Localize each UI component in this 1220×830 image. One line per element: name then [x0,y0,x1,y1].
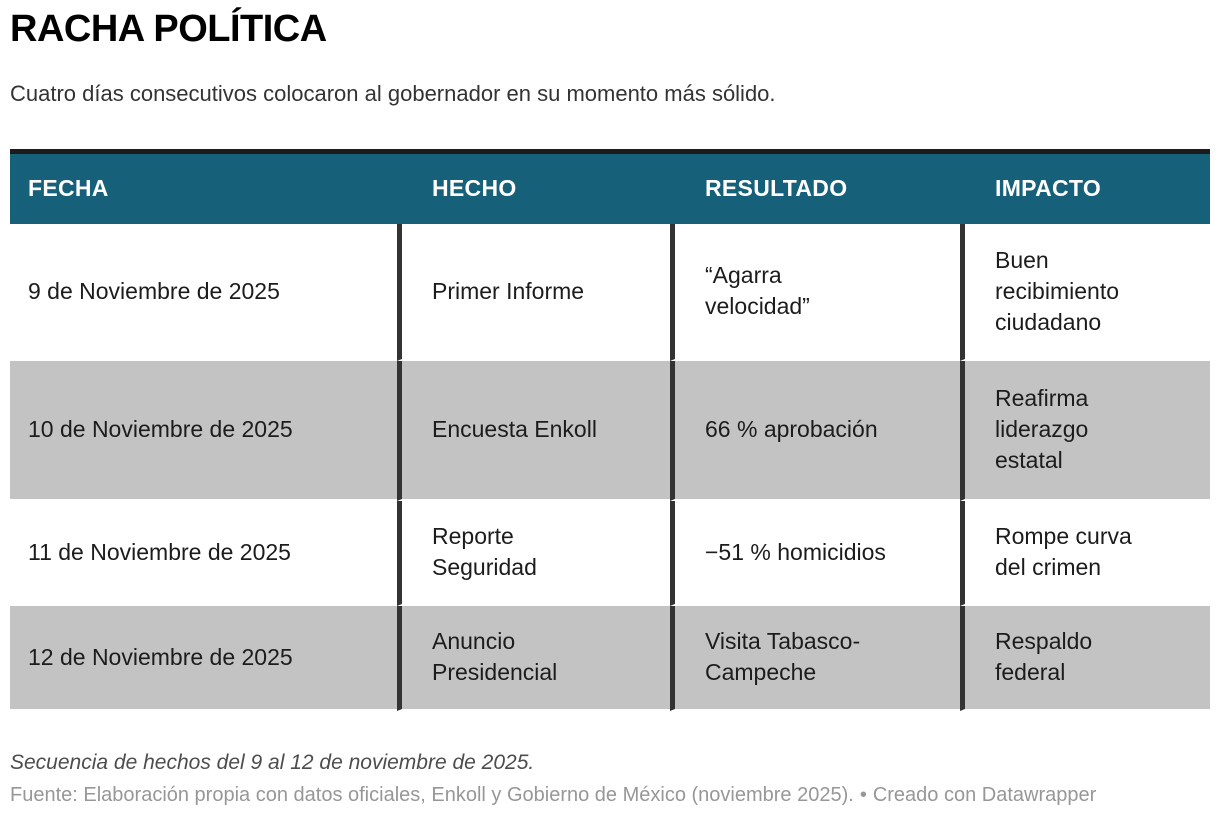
table-row-3: 11 de Noviembre de 2025 Reporte Segurida… [10,500,1210,606]
cell-impacto: Respaldo federal [960,605,1210,711]
table-row-4: 12 de Noviembre de 2025 Anuncio Presiden… [10,605,1210,711]
cell-hecho: Anuncio Presidencial [397,605,670,711]
dot-separator: • [859,783,867,806]
table-row-2: 10 de Noviembre de 2025 Encuesta Enkoll … [10,360,1210,501]
cell-impacto: Buen recibimiento ciudadano [960,223,1210,361]
table-graphic: RACHA POLÍTICA Cuatro días consecutivos … [10,8,1210,807]
column-header-impacto: IMPACTO [960,153,1210,224]
source-line: Fuente: Elaboración propia con datos ofi… [10,784,1210,807]
column-header-hecho: HECHO [397,153,670,224]
cell-hecho: Primer Informe [397,223,670,361]
cell-impacto: Rompe curva del crimen [960,500,1210,606]
datawrapper-attribution[interactable]: Creado con Datawrapper [872,783,1097,806]
cell-fecha: 10 de Noviembre de 2025 [10,360,397,501]
cell-hecho: Encuesta Enkoll [397,360,670,501]
cell-resultado: 66 % aprobación [670,360,960,501]
table-header-row: FECHA HECHO RESULTADO IMPACTO [10,153,1210,224]
source-text: Fuente: Elaboración propia con datos ofi… [10,783,854,806]
cell-resultado: Visita Tabasco- Campeche [670,605,960,711]
chart-subtitle: Cuatro días consecutivos colocaron al go… [10,81,776,107]
page-title: RACHA POLÍTICA [10,8,327,50]
cell-fecha: 11 de Noviembre de 2025 [10,500,397,606]
cell-impacto: Reafirma liderazgo estatal [960,360,1210,501]
cell-fecha: 9 de Noviembre de 2025 [10,223,397,361]
cell-hecho: Reporte Seguridad [397,500,670,606]
table-row-1: 9 de Noviembre de 2025 Primer Informe “A… [10,223,1210,361]
cell-resultado: “Agarra velocidad” [670,223,960,361]
column-header-fecha: FECHA [10,153,397,224]
column-header-resultado: RESULTADO [670,153,960,224]
cell-resultado: −51 % homicidios [670,500,960,606]
chart-note: Secuencia de hechos del 9 al 12 de novie… [10,750,535,774]
cell-fecha: 12 de Noviembre de 2025 [10,605,397,711]
events-table: FECHA HECHO RESULTADO IMPACTO 9 de Novie… [10,148,1210,711]
